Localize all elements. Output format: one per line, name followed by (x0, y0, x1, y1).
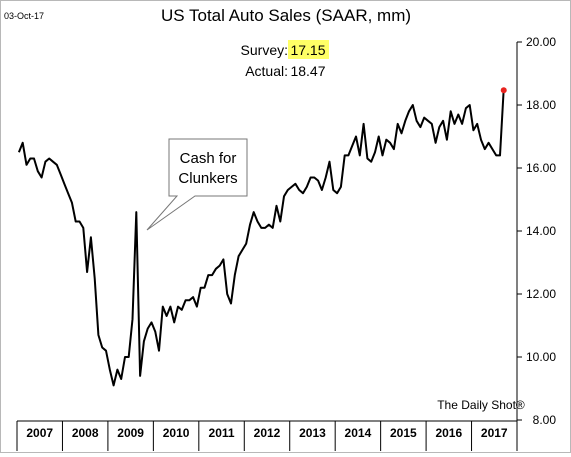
y-tick-label: 16.00 (526, 161, 556, 175)
credit-text: The Daily Shot® (437, 398, 525, 412)
year-label: 2009 (117, 426, 144, 440)
actual-value: 18.47 (290, 63, 325, 79)
chart-title: US Total Auto Sales (SAAR, mm) (161, 6, 411, 25)
callout-bubble (146, 138, 248, 231)
survey-label: Survey: (241, 42, 288, 58)
y-tick-label: 10.00 (526, 350, 556, 364)
y-tick-label: 12.00 (526, 287, 556, 301)
survey-highlight (288, 40, 329, 59)
callout-line-2: Clunkers (178, 170, 237, 187)
y-tick-label: 8.00 (533, 413, 557, 427)
year-label: 2013 (299, 426, 326, 440)
callout-line-1: Cash for (180, 150, 237, 167)
latest-point-marker (500, 87, 507, 94)
year-label: 2008 (72, 426, 99, 440)
year-label: 2011 (209, 426, 235, 440)
y-tick-label: 14.00 (526, 224, 556, 238)
year-label: 2017 (481, 426, 508, 440)
series-line (17, 89, 505, 387)
year-label: 2016 (435, 426, 462, 440)
callout: Cash for Clunkers (146, 138, 248, 231)
year-label: 2012 (254, 426, 281, 440)
actual-label: Actual: (245, 63, 288, 79)
plot-area: 20.00 18.00 16.00 14.00 12.00 10.00 8.00 2007 20… (16, 35, 557, 451)
survey-value: 17.15 (290, 42, 325, 58)
year-label: 2014 (345, 426, 372, 440)
y-tick-label: 18.00 (526, 98, 556, 112)
year-label: 2015 (390, 426, 417, 440)
y-tick-label: 20.00 (526, 35, 556, 49)
year-label: 2010 (163, 426, 190, 440)
date-stamp: 03-Oct-17 (4, 11, 44, 21)
year-label: 2007 (26, 426, 53, 440)
